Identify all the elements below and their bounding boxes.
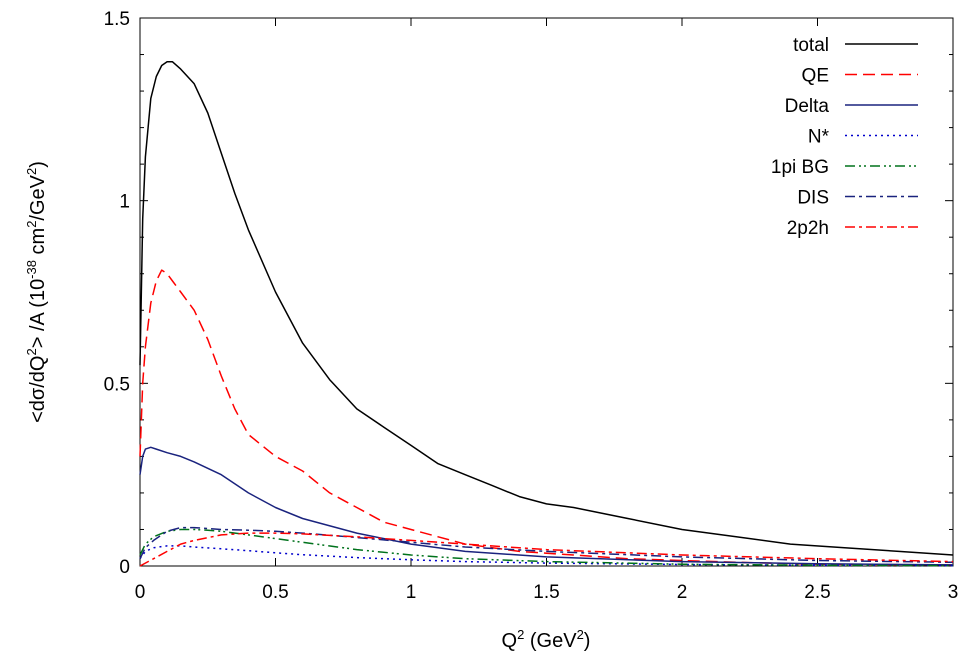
legend-label: total <box>793 35 829 56</box>
series-line-delta <box>139 446 954 566</box>
legend-label: Delta <box>785 96 830 117</box>
series-line-2p2h <box>139 532 954 567</box>
x-axis-title: Q2 (GeV2) <box>502 627 591 652</box>
legend-label: DIS <box>797 188 829 209</box>
ticks: 0 0.5 1 1.5 2 2.5 3 0 0.5 1 1.5 <box>104 9 959 603</box>
legend-label: 1pi BG <box>771 157 829 178</box>
y-tick-label: 0.5 <box>104 374 130 395</box>
legend: total QE Delta N* 1pi BG DIS 2p2h <box>771 35 918 239</box>
x-tick-label: 2 <box>677 582 688 603</box>
y-tick-label: 0 <box>119 557 130 578</box>
legend-label: 2p2h <box>787 218 829 239</box>
x-tick-label: 1 <box>406 582 417 603</box>
x-tick-label: 0 <box>135 582 146 603</box>
series-line-n- <box>139 545 954 567</box>
x-tick-label: 1.5 <box>533 582 559 603</box>
x-tick-label: 3 <box>948 582 959 603</box>
x-tick-label: 0.5 <box>262 582 288 603</box>
series-line-dis <box>139 526 954 564</box>
y-axis-title: <dσ/dQ2> /A (10-38 cm2/GeV2) <box>24 161 49 423</box>
plot-frame <box>139 17 954 567</box>
legend-label: QE <box>802 66 829 87</box>
y-tick-label: 1 <box>119 192 130 213</box>
series-line-qe <box>139 269 954 566</box>
y-tick-label: 1.5 <box>104 9 130 30</box>
x-tick-label: 2.5 <box>804 582 830 603</box>
series-line-total <box>139 61 954 556</box>
series-line-1pi-bg <box>139 528 954 567</box>
series-layer <box>139 61 954 567</box>
legend-label: N* <box>808 127 830 148</box>
